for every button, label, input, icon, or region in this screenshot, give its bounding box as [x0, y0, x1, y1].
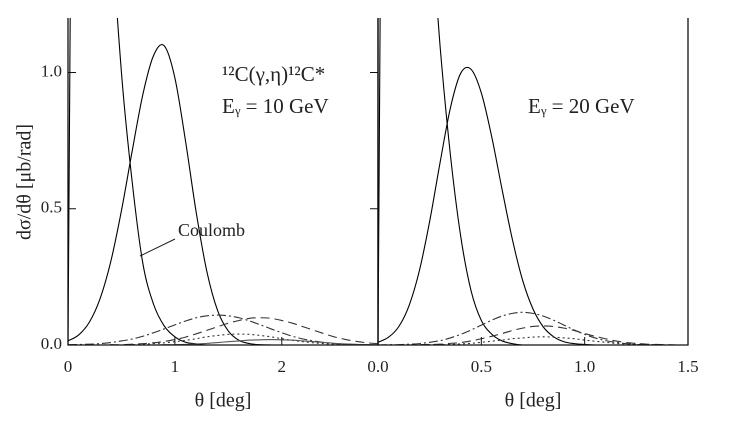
curve	[378, 18, 688, 345]
x-tick-label: 1.5	[677, 357, 698, 376]
curve	[378, 66, 688, 345]
y-tick-label: 0.5	[41, 198, 62, 217]
annotation: ¹²C(γ,η)¹²C*	[222, 62, 325, 86]
curve	[378, 311, 688, 345]
annotation: Eᵧ = 10 GeV	[222, 94, 329, 118]
plot-area	[68, 18, 378, 345]
curve	[378, 325, 688, 345]
y-tick-label: 0.0	[41, 334, 62, 353]
y-tick-label: 1.0	[41, 61, 62, 80]
curve	[68, 314, 378, 345]
leader-line	[139, 238, 176, 257]
curve	[68, 338, 378, 345]
x-tick-label: 0	[64, 357, 73, 376]
curve	[68, 333, 378, 345]
plot-area	[378, 18, 688, 345]
annotation: Eᵧ = 20 GeV	[528, 94, 635, 118]
x-tick-label: 2	[278, 357, 287, 376]
x-tick-label: 1.0	[574, 357, 595, 376]
annotation: Coulomb	[178, 220, 245, 240]
axis-frame	[377, 18, 689, 346]
curve	[68, 317, 378, 345]
curve	[68, 44, 378, 345]
y-axis-label: dσ/dθ [μb/rad]	[14, 124, 36, 240]
x-tick-label: 0.5	[471, 357, 492, 376]
x-tick-label: 1	[171, 357, 180, 376]
x-tick-label: 0.0	[367, 357, 388, 376]
x-axis-label: θ [deg]	[505, 390, 562, 412]
x-axis-label: θ [deg]	[195, 390, 252, 412]
curve	[68, 18, 378, 345]
